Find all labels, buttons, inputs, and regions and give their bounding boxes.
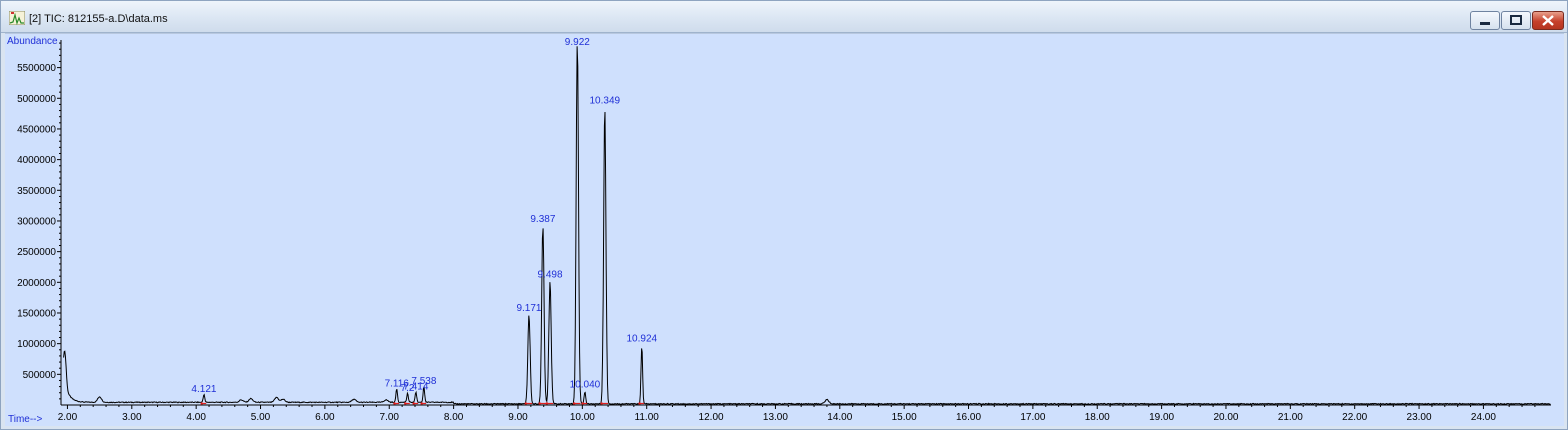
y-tick-label: 5000000 bbox=[17, 94, 56, 105]
title-bar[interactable]: [2] TIC: 812155-a.D\data.ms bbox=[1, 1, 1567, 33]
window-title: [2] TIC: 812155-a.D\data.ms bbox=[29, 13, 168, 25]
y-tick-label: 4000000 bbox=[17, 155, 56, 166]
x-tick-label: 19.00 bbox=[1149, 412, 1174, 423]
x-tick-label: 17.00 bbox=[1020, 412, 1045, 423]
integration-marker bbox=[572, 402, 576, 405]
integration-marker bbox=[200, 402, 203, 405]
y-tick-label: 3500000 bbox=[17, 186, 56, 197]
integration-marker bbox=[638, 402, 641, 405]
peak-label[interactable]: 9.498 bbox=[538, 269, 563, 280]
peak-label[interactable]: 7.414 bbox=[403, 382, 428, 393]
x-tick-label: 21.00 bbox=[1278, 412, 1303, 423]
x-tick-label: 20.00 bbox=[1213, 412, 1238, 423]
restore-icon bbox=[1510, 15, 1522, 25]
peak-label[interactable]: 4.121 bbox=[191, 384, 216, 395]
peak-label[interactable]: 9.922 bbox=[565, 37, 590, 48]
peak-label[interactable]: 10.924 bbox=[627, 334, 658, 345]
integration-marker bbox=[538, 402, 541, 405]
x-tick-label: 6.00 bbox=[315, 412, 335, 423]
close-button[interactable] bbox=[1532, 11, 1564, 30]
chromatogram-icon bbox=[9, 11, 25, 25]
x-tick-label: 22.00 bbox=[1342, 412, 1367, 423]
peak-label[interactable]: 10.349 bbox=[590, 96, 621, 107]
integration-marker bbox=[545, 402, 549, 405]
x-tick-label: 7.00 bbox=[380, 412, 400, 423]
close-icon bbox=[1542, 15, 1554, 26]
x-tick-label: 3.00 bbox=[122, 412, 142, 423]
x-tick-label: 23.00 bbox=[1407, 412, 1432, 423]
peak-label[interactable]: 7.538 bbox=[411, 376, 436, 387]
peak-label[interactable]: 10.040 bbox=[570, 380, 601, 391]
x-tick-label: 13.00 bbox=[763, 412, 788, 423]
x-tick-label: 11.00 bbox=[635, 412, 660, 423]
y-tick-label: 3000000 bbox=[17, 216, 56, 227]
integration-marker bbox=[524, 402, 527, 405]
x-tick-label: 10.00 bbox=[570, 412, 595, 423]
x-tick-label: 18.00 bbox=[1085, 412, 1110, 423]
minimize-icon bbox=[1480, 22, 1490, 25]
peak-label[interactable]: 9.171 bbox=[516, 303, 541, 314]
x-tick-label: 12.00 bbox=[699, 412, 724, 423]
plot-area[interactable]: 500000 1000000 1500000 2000000 2500000 300000… bbox=[5, 33, 1564, 426]
y-tick-label: 2500000 bbox=[17, 247, 56, 258]
x-tick-label: 14.00 bbox=[827, 412, 852, 423]
y-tick-label: 5500000 bbox=[17, 63, 56, 74]
x-tick-label: 15.00 bbox=[892, 412, 917, 423]
integration-marker bbox=[420, 402, 423, 405]
x-tick-label: 8.00 bbox=[444, 412, 464, 423]
minimize-button[interactable] bbox=[1470, 11, 1500, 30]
restore-button[interactable] bbox=[1501, 11, 1531, 30]
x-tick-label: 2.00 bbox=[58, 412, 78, 423]
peak-label[interactable]: 9.387 bbox=[530, 214, 555, 225]
y-axis-title: Abundance bbox=[7, 36, 58, 47]
tic-trace[interactable] bbox=[63, 46, 1551, 406]
integration-marker bbox=[393, 402, 396, 405]
y-tick-label: 4500000 bbox=[17, 124, 56, 135]
integration-marker bbox=[412, 402, 415, 405]
x-axis-title: Time--> bbox=[8, 414, 43, 425]
x-tick-label: 24.00 bbox=[1471, 412, 1496, 423]
chromatogram-chart[interactable]: 500000 1000000 1500000 2000000 2500000 300000… bbox=[5, 34, 1564, 426]
x-tick-label: 9.00 bbox=[508, 412, 528, 423]
integration-marker bbox=[581, 402, 584, 405]
y-tick-label: 1500000 bbox=[17, 308, 56, 319]
integration-marker bbox=[404, 402, 407, 405]
y-tick-label: 500000 bbox=[23, 370, 57, 381]
y-tick-label: 2000000 bbox=[17, 278, 56, 289]
x-tick-label: 4.00 bbox=[186, 412, 206, 423]
x-tick-label: 5.00 bbox=[251, 412, 271, 423]
x-tick-label: 16.00 bbox=[956, 412, 981, 423]
y-tick-label: 1000000 bbox=[17, 339, 56, 350]
integration-marker bbox=[600, 402, 603, 405]
peak-label[interactable]: 7.116 bbox=[385, 379, 410, 390]
peak-label[interactable]: 7.2 bbox=[401, 383, 415, 394]
